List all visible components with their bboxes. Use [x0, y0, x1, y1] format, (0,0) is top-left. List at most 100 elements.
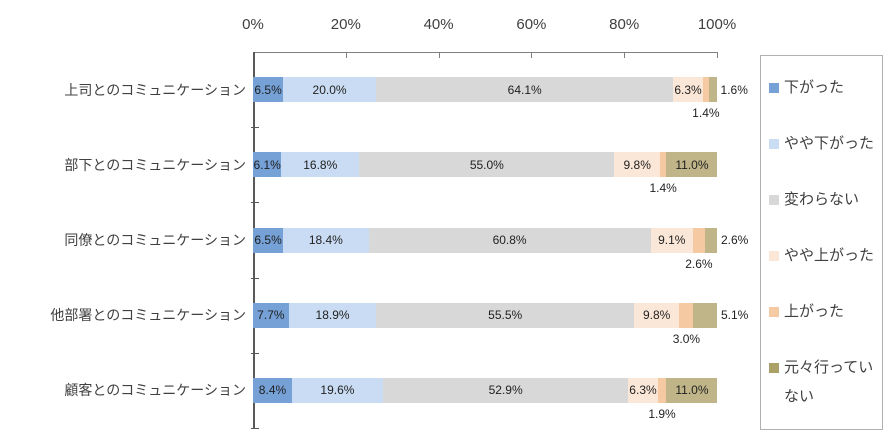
legend-item-label: 上がった — [784, 303, 845, 321]
bar-segment — [359, 152, 615, 178]
bar-segment — [291, 377, 383, 403]
x-axis-line — [253, 52, 718, 53]
x-axis-tick-label: 80% — [609, 16, 640, 33]
bar-segment — [693, 302, 717, 328]
bar-segment — [253, 227, 284, 253]
legend-item: やや下がった — [769, 130, 882, 159]
data-label: 1.9% — [648, 406, 676, 421]
legend-item: 上がった — [769, 298, 882, 327]
bar-segment — [375, 77, 674, 103]
bar-segment — [368, 227, 651, 253]
bar-segment — [288, 302, 377, 328]
data-label: 6.5% — [254, 233, 282, 247]
data-label: 6.3% — [674, 82, 702, 97]
data-label: 11.0% — [675, 383, 709, 398]
legend-swatch-icon — [769, 363, 779, 374]
data-label: 3.0% — [672, 331, 701, 346]
bar-segment — [659, 152, 667, 178]
legend-item-label: やや下がった — [784, 134, 875, 152]
data-label: 7.7% — [257, 308, 285, 323]
category-label: 顧客とのコミュニケーション — [64, 382, 246, 399]
legend-item-label: 下がった — [784, 78, 845, 96]
bar-segment — [283, 77, 376, 103]
category-label: 部下とのコミュニケーション — [64, 156, 246, 173]
data-label: 16.8% — [303, 157, 338, 172]
legend-item: 変わらない — [769, 186, 882, 215]
legend: 下がったやや下がった 変わらないやや上がった 上がった元々行っていない — [760, 55, 883, 430]
legend-item: 下がった — [769, 74, 882, 103]
data-label: 19.6% — [320, 383, 355, 398]
y-axis-tick — [251, 352, 259, 354]
data-label: 11.0% — [675, 157, 709, 172]
bar-segment — [657, 377, 667, 403]
data-label: 2.6% — [721, 233, 749, 247]
bar-segment — [633, 302, 680, 328]
legend-swatch-icon — [769, 307, 779, 318]
bar-segment — [692, 227, 705, 253]
bar-segment — [253, 302, 289, 328]
data-label: 9.8% — [642, 308, 671, 323]
x-axis-tick — [438, 52, 440, 58]
bar-segment — [650, 227, 693, 253]
x-axis-tick — [531, 52, 533, 58]
bar-segment — [628, 377, 658, 403]
y-axis-tick — [251, 428, 259, 429]
legend-item-label: やや上がった — [784, 247, 875, 265]
legend-item: 元々行っていない — [769, 354, 882, 411]
data-label: 5.1% — [721, 308, 749, 323]
data-label: 8.4% — [258, 383, 287, 398]
data-label: 1.4% — [649, 181, 677, 196]
bar-segment — [253, 77, 284, 103]
bar-segment — [666, 152, 718, 178]
x-axis-tick-label: 20% — [330, 16, 361, 33]
category-label: 同僚とのコミュニケーション — [64, 232, 246, 248]
bar-segment — [253, 152, 282, 178]
data-label: 60.8% — [492, 233, 527, 247]
category-label: 上司とのコミュニケーション — [64, 81, 246, 98]
bar-segment — [673, 77, 703, 103]
legend-swatch-icon — [769, 138, 779, 149]
data-label: 6.3% — [629, 383, 657, 398]
x-axis-tick — [717, 52, 718, 58]
y-axis-tick — [251, 277, 259, 279]
data-label: 9.8% — [623, 157, 651, 172]
data-label: 1.6% — [720, 82, 748, 97]
bar-segment — [253, 377, 292, 403]
bar-segment — [702, 77, 710, 103]
bar-segment — [666, 377, 718, 403]
legend-swatch-icon — [769, 82, 779, 93]
legend-item-label: 変わらない — [784, 190, 860, 208]
bar-segment — [709, 77, 717, 103]
data-label: 18.4% — [308, 233, 343, 247]
y-axis-tick — [251, 127, 259, 129]
bar-segment — [376, 302, 634, 328]
bar-segment — [704, 227, 717, 253]
bar-segment — [382, 377, 629, 403]
legend-item: やや上がった — [769, 242, 882, 271]
data-label: 52.9% — [488, 383, 523, 398]
legend-swatch-icon — [769, 251, 779, 262]
data-label: 64.1% — [507, 82, 542, 97]
category-label: 他部署とのコミュニケーション — [50, 307, 246, 324]
x-axis-tick — [624, 52, 626, 58]
x-axis-tick-label: 0% — [242, 16, 264, 33]
bar-segment — [679, 302, 694, 328]
data-label: 18.9% — [315, 308, 350, 323]
data-label: 20.0% — [312, 82, 347, 97]
bar-segment — [614, 152, 660, 178]
data-label: 55.5% — [488, 308, 523, 323]
bar-segment — [283, 227, 369, 253]
bar-segment — [281, 152, 360, 178]
data-label: 1.4% — [692, 106, 720, 121]
x-axis-tick — [345, 52, 347, 58]
y-axis-tick — [251, 202, 259, 204]
data-label: 9.1% — [658, 233, 686, 247]
legend-swatch-icon — [769, 194, 779, 205]
data-label: 6.1% — [253, 157, 281, 172]
legend-item-label: 元々行っていない — [784, 359, 874, 405]
x-axis-tick-label: 60% — [516, 16, 547, 33]
x-axis-tick-label: 40% — [423, 16, 454, 33]
data-label: 6.5% — [254, 82, 282, 97]
data-label: 55.0% — [469, 157, 504, 172]
